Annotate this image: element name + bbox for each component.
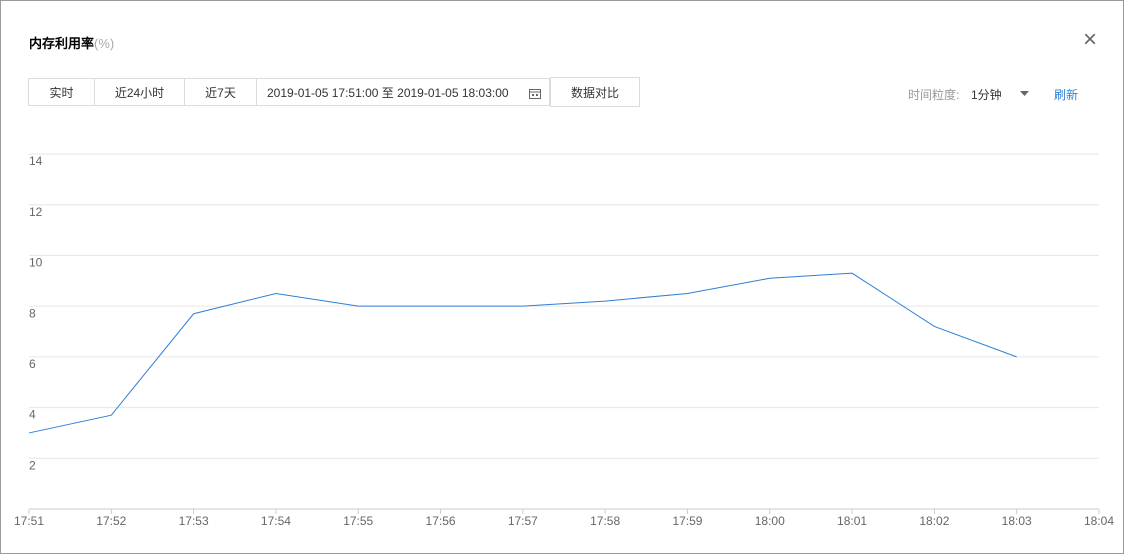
y-tick-label: 14: [29, 154, 43, 168]
x-tick-label: 17:55: [343, 514, 373, 528]
x-tick-label: 18:03: [1002, 514, 1032, 528]
range-start: 2019-01-05 17:51:00: [267, 86, 379, 100]
range-sep: 至: [381, 86, 394, 100]
x-tick-label: 17:59: [672, 514, 702, 528]
x-tick-label: 17:51: [14, 514, 44, 528]
x-tick-label: 17:54: [261, 514, 291, 528]
y-tick-label: 8: [29, 306, 36, 320]
y-tick-label: 12: [29, 205, 43, 219]
dropdown-arrow[interactable]: [1020, 91, 1029, 97]
x-tick-label: 18:02: [919, 514, 949, 528]
x-tick-label: 17:52: [96, 514, 126, 528]
granularity-label: 时间粒度:: [908, 88, 960, 102]
y-tick-label: 4: [29, 408, 36, 422]
x-tick-label: 18:04: [1084, 514, 1114, 528]
granularity-select[interactable]: 1分钟: [971, 88, 1002, 102]
title-text: 内存利用率: [29, 36, 95, 51]
x-tick-label: 17:58: [590, 514, 620, 528]
x-tick-label: 17:57: [508, 514, 538, 528]
line: [28, 272, 1017, 434]
dialog-title: 内存利用率(%): [29, 33, 114, 52]
x-tick-label: 17:56: [426, 514, 456, 528]
title-unit: (%): [94, 36, 115, 51]
y-tick-label: 6: [29, 357, 36, 371]
y-tick-label: 2: [29, 458, 36, 472]
x-tick-label: 18:00: [755, 514, 785, 528]
date-range[interactable]: 2019-01-05 17:51:00 至 2019-01-05 18:03:0…: [256, 78, 550, 106]
range-end: 2019-01-05 18:03:00: [397, 86, 509, 100]
x-tick-label: 18:01: [837, 514, 867, 528]
compare-button[interactable]: 数据对比: [550, 77, 640, 107]
calendar-icon: [529, 89, 541, 99]
close-button[interactable]: ×: [1083, 26, 1098, 53]
x-tick-label: 17:53: [179, 514, 209, 528]
refresh-button[interactable]: 刷新: [1054, 88, 1079, 102]
y-tick-label: 10: [29, 256, 43, 270]
